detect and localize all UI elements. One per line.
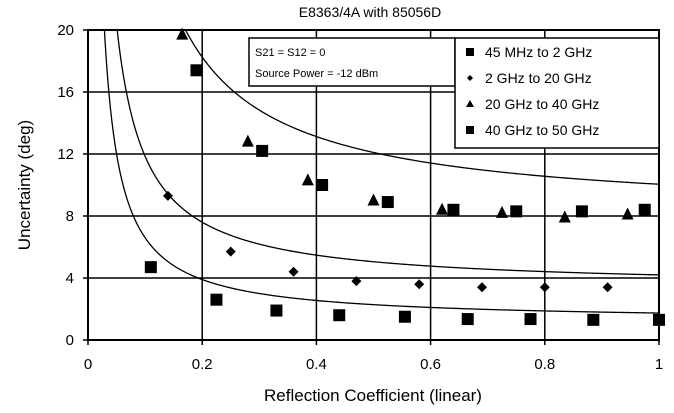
data-point-series-3 <box>367 193 380 206</box>
legend-label-1: 45 MHz to 2 GHz <box>485 44 592 60</box>
x-tick-label: 0.2 <box>192 356 213 373</box>
data-point-series-2 <box>476 282 487 293</box>
legend-label-4: 40 GHz to 50 GHz <box>485 122 599 138</box>
data-point-series-4 <box>256 144 269 157</box>
annotation-box-frame <box>248 37 456 87</box>
data-point-series-4 <box>575 205 588 218</box>
y-tick-label: 0 <box>66 332 74 349</box>
y-tick-label: 12 <box>57 146 74 163</box>
data-point-series-1 <box>210 293 223 306</box>
legend-frame <box>454 37 660 149</box>
annotation-line-2: Source Power = -12 dBm <box>255 68 378 80</box>
data-point-series-4 <box>381 196 394 209</box>
legend-marker-2 <box>467 75 473 81</box>
data-point-series-3 <box>241 134 254 147</box>
data-point-series-2 <box>414 279 425 290</box>
legend-markers <box>466 48 474 134</box>
x-tick-label: 0.4 <box>306 356 327 373</box>
data-point-series-4 <box>510 205 523 218</box>
data-point-series-1 <box>398 310 411 323</box>
y-tick-label: 4 <box>66 270 74 287</box>
data-point-series-4 <box>316 179 329 191</box>
plot-area-frame <box>87 29 660 341</box>
y-axis-label: Uncertainty (deg) <box>15 120 34 250</box>
data-point-series-3 <box>621 207 634 220</box>
x-axis-label: Reflection Coefficient (linear) <box>264 386 482 405</box>
legend-marker-1 <box>466 48 474 56</box>
y-tick-label: 8 <box>66 208 74 225</box>
data-point-series-2 <box>351 276 362 287</box>
axis-ticks: 0 0.2 0.4 0.6 0.8 1 0 4 8 12 16 20 <box>57 22 663 373</box>
data-point-series-3 <box>301 173 314 186</box>
data-point-series-1 <box>144 261 157 274</box>
legend-marker-3 <box>466 100 474 107</box>
legend-label-3: 20 GHz to 40 GHz <box>485 96 599 112</box>
x-tick-label: 1 <box>655 356 663 373</box>
data-point-series-4 <box>447 203 460 216</box>
data-point-series-4 <box>190 64 203 77</box>
data-point-series-2 <box>288 266 299 277</box>
chart-title: E8363/4A with 85056D <box>299 4 441 20</box>
data-point-series-1 <box>333 309 346 322</box>
data-point-series-2 <box>602 282 613 293</box>
data-point-series-2 <box>539 282 550 293</box>
fit-curve <box>184 30 659 185</box>
legend-label-2: 2 GHz to 20 GHz <box>485 70 592 86</box>
data-markers <box>144 27 665 326</box>
data-point-series-4 <box>638 203 651 216</box>
x-tick-label: 0.8 <box>534 356 555 373</box>
y-tick-label: 16 <box>57 84 74 101</box>
legend-marker-4 <box>466 126 474 134</box>
data-point-series-3 <box>495 205 508 218</box>
fit-curve <box>103 30 659 314</box>
x-tick-label: 0 <box>84 356 92 373</box>
data-point-series-2 <box>162 190 173 201</box>
data-point-series-3 <box>558 210 571 223</box>
annotation-box: S21 = S12 = 0 Source Power = -12 dBm <box>248 37 456 87</box>
fit-curves <box>103 30 659 314</box>
data-point-series-1 <box>524 313 537 326</box>
data-point-series-1 <box>270 304 283 317</box>
fit-curve <box>116 30 659 276</box>
data-point-series-1 <box>461 313 474 326</box>
data-point-series-2 <box>225 246 236 257</box>
data-point-series-1 <box>587 313 600 326</box>
legend: 45 MHz to 2 GHz 2 GHz to 20 GHz 20 GHz t… <box>454 37 660 149</box>
y-tick-label: 20 <box>57 22 74 39</box>
annotation-line-1: S21 = S12 = 0 <box>255 47 325 59</box>
data-point-series-1 <box>653 313 665 326</box>
data-point-series-3 <box>436 202 449 215</box>
x-tick-label: 0.6 <box>420 356 441 373</box>
data-point-series-3 <box>176 27 189 40</box>
